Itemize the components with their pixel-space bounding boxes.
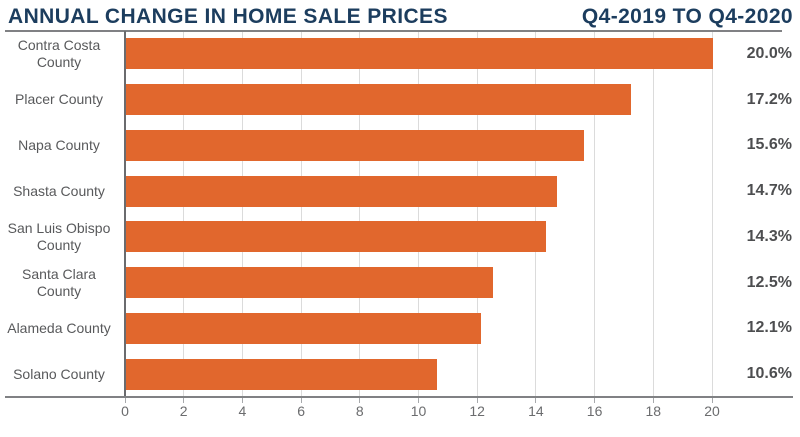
chart-period-label: Q4-2019 TO Q4-2020 bbox=[581, 5, 793, 28]
value-label: 20.0% bbox=[746, 44, 792, 62]
tick-mark-4 bbox=[241, 398, 243, 403]
tick-mark-8 bbox=[359, 398, 361, 403]
category-label: Napa County bbox=[18, 136, 100, 153]
gridline-2 bbox=[183, 32, 185, 396]
value-bar bbox=[126, 38, 713, 70]
tick-mark-12 bbox=[476, 398, 478, 403]
tick-mark-20 bbox=[711, 398, 713, 403]
category-label: Placer County bbox=[15, 91, 103, 108]
value-label: 15.6% bbox=[746, 136, 792, 154]
gridline-6 bbox=[300, 32, 302, 396]
tick-label-12: 12 bbox=[469, 403, 485, 419]
value-label: 17.2% bbox=[746, 90, 792, 108]
tick-label-16: 16 bbox=[586, 403, 603, 419]
tick-mark-2 bbox=[183, 398, 185, 403]
gridline-4 bbox=[241, 32, 243, 396]
chart-row: Shasta County 14.7% bbox=[0, 168, 800, 214]
tick-mark-6 bbox=[300, 398, 302, 403]
tick-mark-10 bbox=[418, 398, 419, 403]
category-label: Alameda County bbox=[7, 319, 111, 336]
chart-row: Solano County 10.6% bbox=[0, 351, 800, 397]
chart-row: Santa Clara County 12.5% bbox=[0, 260, 800, 306]
gridline-18 bbox=[652, 32, 654, 396]
y-axis-line bbox=[124, 31, 126, 397]
tick-label-18: 18 bbox=[645, 403, 662, 419]
chart-row: Napa County 15.6% bbox=[0, 123, 800, 169]
tick-mark-16 bbox=[594, 398, 596, 403]
chart-row: Placer County 17.2% bbox=[0, 77, 800, 123]
chart-row: Alameda County 12.1% bbox=[0, 306, 800, 352]
tick-label-8: 8 bbox=[355, 403, 364, 419]
gridline-14 bbox=[535, 32, 537, 396]
chart-title: ANNUAL CHANGE IN HOME SALE PRICES bbox=[8, 5, 448, 28]
value-label: 14.7% bbox=[746, 182, 792, 200]
gridline-16 bbox=[594, 32, 596, 396]
tick-label-2: 2 bbox=[179, 403, 188, 419]
gridline-10 bbox=[418, 32, 419, 396]
category-label: Santa Clara County bbox=[22, 265, 96, 299]
value-bar bbox=[126, 84, 631, 116]
value-label: 10.6% bbox=[746, 365, 792, 383]
tick-mark-0 bbox=[124, 398, 126, 403]
value-label: 12.1% bbox=[746, 319, 792, 337]
value-bar bbox=[126, 221, 546, 253]
chart-row: Contra Costa County 20.0% bbox=[0, 31, 800, 77]
tick-label-0: 0 bbox=[121, 403, 129, 419]
category-label: Contra Costa County bbox=[17, 36, 101, 70]
tick-label-6: 6 bbox=[297, 403, 305, 419]
value-bar bbox=[126, 312, 482, 344]
value-label: 14.3% bbox=[746, 227, 792, 245]
tick-label-14: 14 bbox=[528, 403, 544, 419]
value-bar bbox=[126, 267, 493, 299]
category-label: Shasta County bbox=[13, 182, 105, 199]
value-bar bbox=[126, 129, 584, 161]
value-label: 12.5% bbox=[746, 273, 792, 291]
gridline-8 bbox=[359, 32, 361, 396]
tick-label-10: 10 bbox=[410, 403, 427, 419]
category-label: San Luis Obispo County bbox=[7, 219, 111, 253]
tick-mark-18 bbox=[652, 398, 654, 403]
plot-top-border bbox=[5, 30, 782, 32]
x-axis-line bbox=[5, 396, 793, 398]
value-bar bbox=[126, 175, 558, 207]
gridline-20 bbox=[711, 32, 713, 396]
chart-row: San Luis Obispo County 14.3% bbox=[0, 214, 800, 260]
tick-label-20: 20 bbox=[704, 403, 720, 419]
value-bar bbox=[126, 358, 438, 390]
tick-label-4: 4 bbox=[238, 403, 247, 419]
category-label: Solano County bbox=[13, 365, 105, 382]
gridline-12 bbox=[476, 32, 478, 396]
tick-mark-14 bbox=[535, 398, 537, 403]
